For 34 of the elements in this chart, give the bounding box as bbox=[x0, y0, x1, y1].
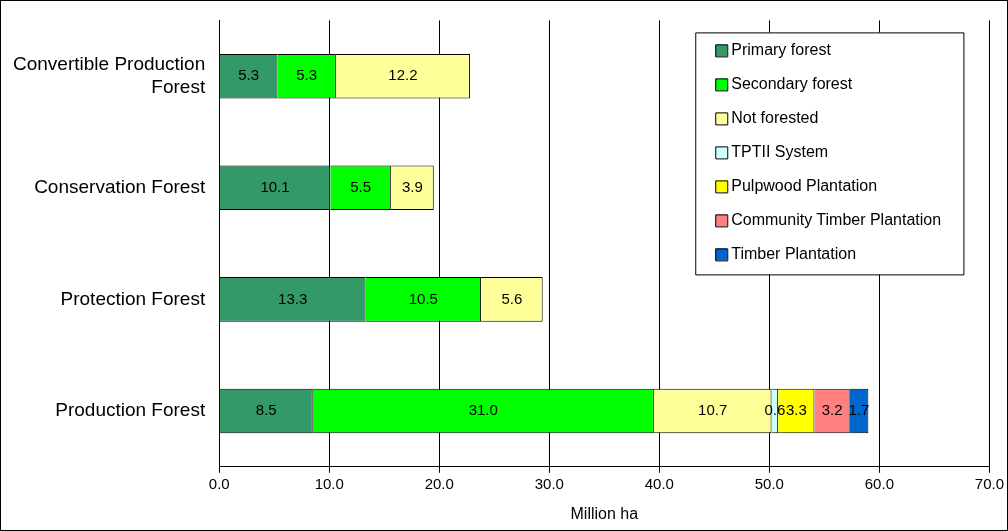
data-label: 12.2 bbox=[388, 66, 418, 84]
x-tick-label: 60.0 bbox=[864, 474, 894, 492]
data-label: 5.3 bbox=[238, 66, 260, 84]
legend-label: Community Timber Plantation bbox=[731, 210, 942, 228]
data-label: 3.3 bbox=[785, 401, 807, 419]
x-tick-label: 30.0 bbox=[534, 474, 564, 492]
data-label: 10.7 bbox=[698, 401, 728, 419]
legend-label: Not forested bbox=[731, 108, 819, 126]
x-tick-label: 70.0 bbox=[974, 474, 1004, 492]
data-label: 10.5 bbox=[408, 289, 438, 307]
y-tick-label: Protection Forest bbox=[60, 287, 206, 309]
x-tick-label: 0.0 bbox=[208, 474, 230, 492]
data-label: 31.0 bbox=[468, 401, 498, 419]
legend-label: Secondary forest bbox=[731, 74, 853, 92]
y-tick-label: Convertible Production Forest bbox=[13, 53, 206, 97]
x-tick-label: 10.0 bbox=[314, 474, 344, 492]
data-label: 5.5 bbox=[350, 177, 372, 195]
data-label: 3.9 bbox=[401, 177, 423, 195]
data-label: 3.2 bbox=[821, 401, 843, 419]
data-label: 5.6 bbox=[501, 289, 523, 307]
legend-label: Timber Plantation bbox=[731, 244, 857, 262]
data-label: 8.5 bbox=[255, 401, 277, 419]
y-tick-label: Conservation Forest bbox=[34, 176, 206, 198]
y-tick-label: Production Forest bbox=[55, 399, 206, 421]
legend-label: TPTII System bbox=[731, 142, 829, 160]
x-tick-label: 20.0 bbox=[424, 474, 454, 492]
x-axis-title: Million ha bbox=[570, 504, 639, 522]
legend-label: Primary forest bbox=[731, 40, 832, 58]
legend-label: Pulpwood Plantation bbox=[731, 176, 878, 194]
data-label: 13.3 bbox=[278, 289, 308, 307]
x-tick-label: 40.0 bbox=[644, 474, 674, 492]
data-label: 10.1 bbox=[260, 177, 290, 195]
x-tick-label: 50.0 bbox=[754, 474, 784, 492]
data-label: 5.3 bbox=[296, 66, 318, 84]
